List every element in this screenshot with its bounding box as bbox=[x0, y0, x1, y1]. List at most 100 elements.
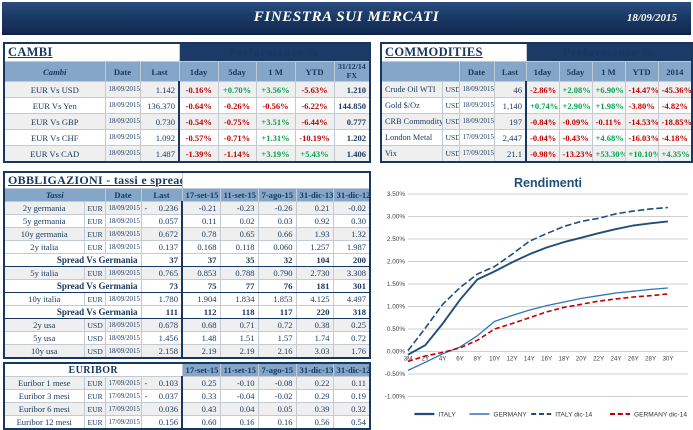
x-tick-label: 30Y bbox=[662, 356, 673, 363]
fx-row: EUR Vs USD 18/09/2015 1.142 -0.16% +0.70% +3.… bbox=[3, 81, 371, 98]
spread-history-value: 220 bbox=[295, 305, 334, 319]
bonds-table: OBBLIGAZIONI - tassi e spread Tassi Date La… bbox=[3, 171, 372, 359]
perf-value: -0.56% bbox=[255, 97, 296, 114]
history-rate: 0.060 bbox=[257, 240, 297, 254]
rate-row: 5y germania EUR 18/09/2015 0.057 0.11 0.02 0.0… bbox=[3, 214, 371, 228]
history-rate: 0.19 bbox=[332, 389, 371, 403]
currency: EUR bbox=[83, 214, 106, 228]
spread-history-value: 301 bbox=[332, 279, 371, 293]
x-tick-label: 24Y bbox=[610, 356, 621, 363]
column-header: 7-ago-15 bbox=[257, 188, 297, 202]
commodity-name: Vix bbox=[380, 145, 443, 163]
history-rate: 1.987 bbox=[332, 240, 371, 254]
history-rate: 2.19 bbox=[181, 344, 221, 359]
spread-row: Spread Vs Germania 37 37 35 32 104 200 bbox=[3, 253, 371, 267]
history-rate: 0.22 bbox=[295, 376, 334, 390]
quote-date: 18/09/2015 bbox=[104, 145, 141, 163]
spread-history-value: 318 bbox=[332, 305, 371, 319]
x-tick-label: 6Y bbox=[456, 356, 464, 363]
history-rate: 0.16 bbox=[257, 415, 297, 430]
quote-date: 18/09/2015 bbox=[104, 227, 142, 241]
fx-row: EUR Vs CHF 18/09/2015 1.092 -0.57% -0.71% +1.… bbox=[3, 129, 371, 146]
column-header: 11-set-15 bbox=[219, 188, 259, 202]
history-rate: 0.72 bbox=[257, 318, 297, 332]
last-rate: 0.156 bbox=[140, 415, 183, 430]
y-tick-label: 2.00% bbox=[387, 259, 405, 266]
euribor-row: Euribor 1 mese EUR 17/09/2015-0.103 0.25 -0.… bbox=[3, 376, 371, 390]
history-rate: 0.43 bbox=[181, 402, 221, 416]
quote-date: 17/09/2015 bbox=[104, 376, 142, 390]
history-rate: -0.26 bbox=[257, 201, 297, 215]
quote-date: 18/09/2015 bbox=[104, 97, 141, 114]
perf-value: -5.63% bbox=[294, 81, 335, 98]
column-header: Cambi bbox=[3, 61, 106, 82]
pair-name: EUR Vs USD bbox=[3, 81, 106, 98]
last-rate: -0.236 bbox=[140, 201, 183, 215]
perf-value: -14.53% bbox=[624, 113, 659, 130]
tenor-name: 5y usa bbox=[3, 331, 85, 345]
perf-value: +4.35% bbox=[657, 145, 693, 163]
fx-close-value: 1.202 bbox=[333, 129, 371, 146]
tenor-name: Euribor 6 mesi bbox=[3, 402, 85, 416]
perf-value: -0.57% bbox=[178, 129, 219, 146]
currency: EUR bbox=[83, 415, 106, 430]
minus-sign: - bbox=[144, 378, 148, 388]
perf-value: +3.51% bbox=[255, 113, 296, 130]
x-tick-label: 2Y bbox=[422, 356, 430, 363]
perf-value: -0.04% bbox=[525, 129, 560, 146]
rate-row: 5y italia EUR 18/09/2015 0.765 0.853 0.788 0.7… bbox=[3, 266, 371, 280]
series-line-italy-dic-14 bbox=[407, 206, 668, 352]
y-tick-label: 0.00% bbox=[387, 349, 405, 356]
currency: EUR bbox=[83, 376, 106, 390]
currency: USD bbox=[441, 129, 460, 146]
history-rate: 1.853 bbox=[257, 292, 297, 306]
spread-history-value: 75 bbox=[181, 279, 221, 293]
commodity-name: CRB Commodity bbox=[380, 113, 443, 130]
perf-value: -0.26% bbox=[217, 97, 257, 114]
quote-date: 18/09/2015 bbox=[104, 266, 142, 280]
history-rate: 0.25 bbox=[181, 376, 221, 390]
perf-value: -0.09% bbox=[558, 113, 593, 130]
series-line-germany bbox=[407, 287, 668, 371]
x-tick-label: 26Y bbox=[628, 356, 639, 363]
commodity-row: CRB CommodityUSD18/09/2015197-0.84%-0.09… bbox=[380, 113, 693, 130]
quote-date: 17/09/2015 bbox=[104, 415, 142, 430]
commodity-name: Gold $/Oz bbox=[380, 97, 443, 114]
tenor-name: 2y usa bbox=[3, 318, 85, 332]
history-rate: -0.08 bbox=[257, 376, 297, 390]
commodities-header-row: COMMODITIES Performance % bbox=[380, 42, 693, 62]
perf-value: +0.74% bbox=[525, 97, 560, 114]
column-header: 1 M bbox=[591, 61, 626, 82]
currency: EUR bbox=[83, 389, 106, 403]
currency: EUR bbox=[83, 227, 106, 241]
last-value: 197 bbox=[493, 113, 527, 130]
tenor-name: Euribor 1 mese bbox=[3, 376, 85, 390]
column-header: Date bbox=[104, 61, 141, 82]
perf-value: -4.82% bbox=[657, 97, 693, 114]
cambi-columns-row: Cambi Date Last 1day 5day 1 M YTD 31/12/14 FX bbox=[3, 61, 371, 82]
perf-value: +3.56% bbox=[255, 81, 296, 98]
history-rate: -0.02 bbox=[332, 201, 371, 215]
history-rate: 0.38 bbox=[295, 318, 334, 332]
cambi-table: CAMBI Performance % Cambi Date Last 1day 5day 1… bbox=[3, 42, 372, 163]
tenor-name: 2y italia bbox=[3, 240, 85, 254]
fx-table-section: CAMBI Performance % Cambi Date Last 1day 5day 1… bbox=[3, 42, 372, 163]
cambi-section-title: CAMBI bbox=[3, 42, 180, 62]
history-rate: 2.730 bbox=[295, 266, 334, 280]
quote-date: 18/09/2015 bbox=[104, 129, 141, 146]
column-header: Date bbox=[458, 61, 495, 82]
fx-close-value: 0.777 bbox=[333, 113, 371, 130]
cambi-performance-header: Performance % bbox=[178, 42, 371, 62]
history-rate: 0.60 bbox=[181, 415, 221, 430]
last-rate: -0.037 bbox=[140, 389, 183, 403]
y-tick-label: 1.00% bbox=[387, 304, 405, 311]
fx-row: EUR Vs Yen 18/09/2015 136.370 -0.64% -0.26% -… bbox=[3, 97, 371, 114]
last-value: 1.142 bbox=[139, 81, 180, 98]
series-line-italy bbox=[407, 220, 669, 356]
history-rate: 0.11 bbox=[181, 214, 221, 228]
perf-value: -2.86% bbox=[525, 81, 560, 98]
report-header: FINESTRA SUI MERCATI 18/09/2015 bbox=[2, 2, 691, 35]
value: 0.037 bbox=[158, 391, 179, 401]
quote-date: 17/09/2015 bbox=[458, 129, 495, 146]
history-rate: 1.48 bbox=[181, 331, 221, 345]
